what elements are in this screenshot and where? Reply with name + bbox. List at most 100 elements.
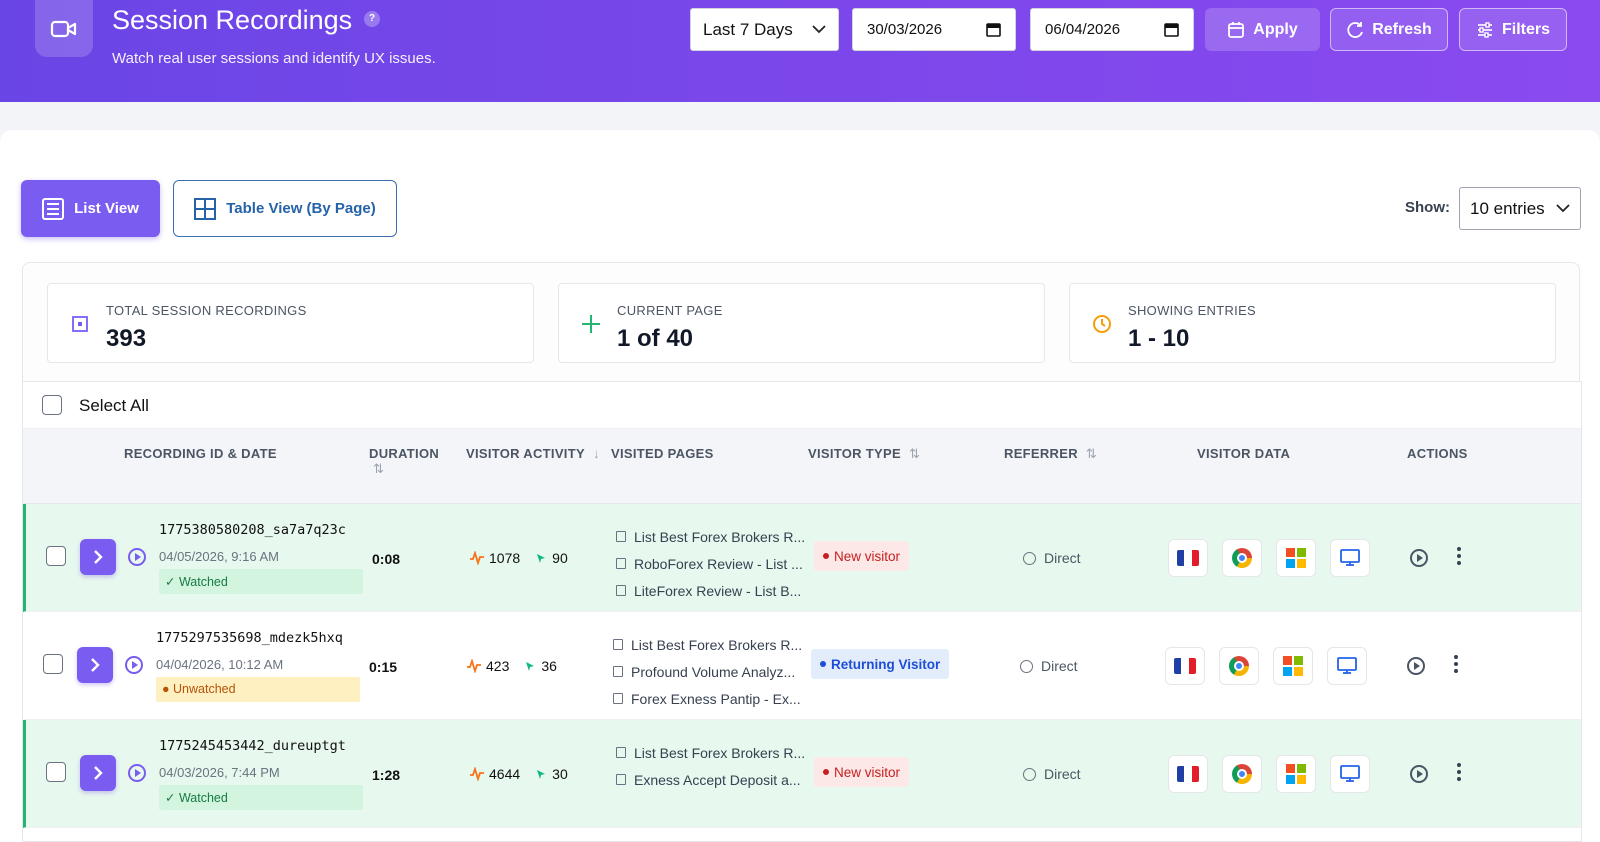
- table-view-button[interactable]: Table View (By Page): [173, 180, 397, 237]
- date-range-select[interactable]: Last 7 Days: [690, 8, 839, 51]
- clock-icon: [1090, 312, 1114, 336]
- france-flag-icon: [1174, 658, 1196, 674]
- status-dot-icon: [823, 553, 829, 559]
- page-title-text: List Best Forex Brokers R...: [631, 636, 803, 653]
- play-recording-icon[interactable]: [1410, 549, 1428, 567]
- play-recording-icon[interactable]: [1410, 765, 1428, 783]
- document-icon: [616, 747, 626, 758]
- page-title-text: List Best Forex Brokers R...: [634, 744, 806, 761]
- row-checkbox[interactable]: [46, 546, 66, 566]
- device-chip[interactable]: [1330, 755, 1370, 793]
- page-link[interactable]: List Best Forex Brokers R...: [613, 631, 803, 658]
- table-row[interactable]: 1775245453442_dureuptgt 04/03/2026, 7:44…: [23, 720, 1581, 828]
- table-header: Recording ID & Date Duration ⇅ Visitor A…: [23, 429, 1581, 504]
- os-chip[interactable]: [1276, 539, 1316, 577]
- page-link[interactable]: Profound Volume Analyz...: [613, 658, 803, 685]
- list-view-label: List View: [74, 200, 139, 217]
- recordings-table: Select All Recording ID & Date Duration …: [22, 381, 1582, 842]
- visited-pages: List Best Forex Brokers R... Profound Vo…: [613, 631, 803, 712]
- page-link[interactable]: RoboForex Review - List ...: [616, 550, 806, 577]
- page-title-text: List Best Forex Brokers R...: [634, 528, 806, 545]
- os-chip[interactable]: [1273, 647, 1313, 685]
- calendar-icon[interactable]: [1164, 22, 1179, 37]
- play-recording-icon[interactable]: [1407, 657, 1425, 675]
- page-subtitle: Watch real user sessions and identify UX…: [112, 50, 436, 67]
- page-link[interactable]: List Best Forex Brokers R...: [616, 523, 806, 550]
- sort-icon[interactable]: ⇅: [1085, 446, 1098, 461]
- country-flag[interactable]: [1168, 539, 1208, 577]
- recording-id: 1775245453442_dureuptgt: [159, 738, 346, 754]
- col-type[interactable]: Visitor Type ⇅: [808, 446, 920, 462]
- recording-date: 04/04/2026, 10:12 AM: [156, 657, 284, 672]
- device-chip[interactable]: [1327, 647, 1367, 685]
- record-icon: [68, 312, 92, 336]
- list-view-button[interactable]: List View: [21, 180, 160, 237]
- sort-icon[interactable]: ⇅: [373, 461, 385, 476]
- recording-date: 04/03/2026, 7:44 PM: [159, 765, 280, 780]
- col-referrer[interactable]: Referrer ⇅: [1004, 446, 1097, 462]
- table-row[interactable]: 1775297535698_mdezk5hxq 04/04/2026, 10:1…: [23, 612, 1581, 720]
- page-title-text: Forex Exness Pantip - Ex...: [631, 690, 801, 707]
- more-options-icon[interactable]: [1457, 547, 1461, 565]
- col-duration[interactable]: Duration ⇅: [369, 446, 439, 477]
- refresh-button[interactable]: Refresh: [1330, 8, 1448, 51]
- refresh-label: Refresh: [1372, 20, 1432, 38]
- expand-button[interactable]: [77, 647, 113, 683]
- referrer-text: Direct: [1044, 766, 1081, 782]
- play-icon[interactable]: [128, 548, 146, 566]
- play-icon[interactable]: [128, 764, 146, 782]
- select-all-row: Select All: [23, 382, 1581, 429]
- browser-chip[interactable]: [1222, 755, 1262, 793]
- table-row[interactable]: 1775380580208_sa7a7q23c 04/05/2026, 9:16…: [23, 504, 1581, 612]
- windows-icon: [1286, 764, 1306, 784]
- row-checkbox[interactable]: [46, 762, 66, 782]
- circle-icon: [1023, 551, 1036, 565]
- row-checkbox[interactable]: [43, 654, 63, 674]
- page-link[interactable]: List Best Forex Brokers R...: [616, 739, 806, 766]
- stat-card-page: Current Page 1 of 40: [558, 283, 1045, 363]
- play-icon[interactable]: [125, 656, 143, 674]
- status-badge: ✓ Watched: [159, 785, 363, 810]
- col-recording: Recording ID & Date: [124, 446, 277, 461]
- date-from-input[interactable]: 30/03/2026: [852, 8, 1016, 51]
- stat-label: Current Page: [617, 303, 723, 318]
- select-all-checkbox[interactable]: [42, 395, 62, 415]
- duration: 1:28: [372, 767, 401, 783]
- col-duration-label: Duration: [369, 446, 440, 461]
- chrome-icon: [1229, 656, 1249, 676]
- visitor-type-badge: New visitor: [814, 757, 910, 787]
- device-chip[interactable]: [1330, 539, 1370, 577]
- col-activity[interactable]: Visitor Activity ↓: [466, 446, 600, 461]
- country-flag[interactable]: [1168, 755, 1208, 793]
- chevron-right-icon: [91, 658, 100, 672]
- visitor-activity: 423 36: [466, 658, 557, 674]
- date-to-input[interactable]: 06/04/2026: [1030, 8, 1194, 51]
- help-icon[interactable]: ?: [364, 11, 380, 27]
- sort-icon[interactable]: ⇅: [908, 446, 921, 461]
- document-icon: [613, 693, 623, 704]
- expand-button[interactable]: [80, 539, 116, 575]
- activity-icon: [467, 659, 481, 673]
- filters-button[interactable]: Filters: [1459, 8, 1567, 51]
- more-options-icon[interactable]: [1454, 655, 1458, 673]
- country-flag[interactable]: [1165, 647, 1205, 685]
- page-link[interactable]: LiteForex Review - List B...: [616, 577, 806, 604]
- col-type-label: Visitor Type: [808, 446, 901, 461]
- os-chip[interactable]: [1276, 755, 1316, 793]
- select-all-label[interactable]: Select All: [79, 396, 149, 415]
- apply-button[interactable]: Apply: [1205, 8, 1320, 51]
- browser-chip[interactable]: [1222, 539, 1262, 577]
- france-flag-icon: [1177, 766, 1199, 782]
- browser-chip[interactable]: [1219, 647, 1259, 685]
- activity-count: 1078: [489, 550, 521, 566]
- recording-id: 1775380580208_sa7a7q23c: [159, 522, 346, 538]
- apply-label: Apply: [1253, 20, 1298, 38]
- sort-desc-icon[interactable]: ↓: [592, 446, 600, 461]
- expand-button[interactable]: [80, 755, 116, 791]
- chrome-icon: [1232, 764, 1252, 784]
- entries-select[interactable]: 10 entries: [1459, 187, 1581, 230]
- page-link[interactable]: Forex Exness Pantip - Ex...: [613, 685, 803, 712]
- more-options-icon[interactable]: [1457, 763, 1461, 781]
- page-link[interactable]: Exness Accept Deposit a...: [616, 766, 806, 793]
- calendar-icon[interactable]: [986, 22, 1001, 37]
